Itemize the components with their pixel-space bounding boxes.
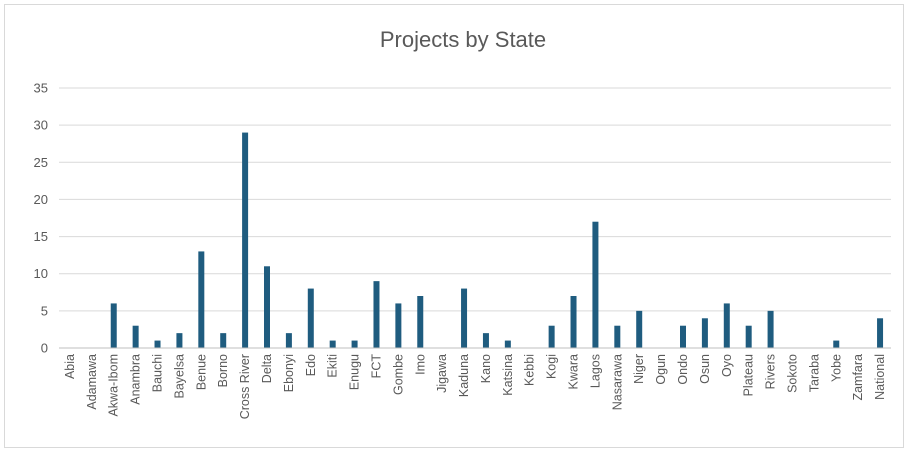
x-tick-label: Delta <box>260 354 274 383</box>
x-tick-label: National <box>873 354 887 400</box>
bar-imo <box>417 296 424 348</box>
x-tick-label: Anambra <box>129 354 143 405</box>
x-tick-label: Nasarawa <box>610 354 624 410</box>
x-tick-label: Adamawa <box>85 354 99 410</box>
bar-kogi <box>548 325 555 348</box>
x-tick-label: Ondo <box>676 354 690 385</box>
x-tick-label: Bauchi <box>151 354 165 392</box>
x-tick-label: Cross River <box>238 354 252 419</box>
bar-edo <box>307 288 314 348</box>
bar-osun <box>701 318 708 348</box>
bar-ondo <box>680 325 686 348</box>
x-axis-ticks: Abia Adamawa Akwa-Ibom Anambra Bauchi Bayelsa… <box>63 354 887 420</box>
y-tick-label: 25 <box>34 155 48 170</box>
x-tick-label: Akwa-Ibom <box>107 354 121 417</box>
bar-anambra <box>132 325 139 348</box>
x-tick-label: Plateau <box>742 354 756 396</box>
x-tick-label: Niger <box>632 354 646 384</box>
x-tick-label: Kaduna <box>457 354 471 397</box>
x-tick-label: Yobe <box>829 354 843 382</box>
x-tick-label: Gombe <box>391 354 405 395</box>
bar-national <box>877 318 884 348</box>
bar-niger <box>636 310 643 348</box>
bar-fct <box>373 281 380 348</box>
x-tick-label: Imo <box>413 354 427 375</box>
bar-chart: Projects by State 0 5 10 15 20 25 30 35 Abia Ada… <box>34 27 891 420</box>
x-tick-label: Rivers <box>764 354 778 389</box>
bar-lagos <box>592 221 599 348</box>
x-tick-label: Abia <box>63 354 77 379</box>
x-tick-label: Kogi <box>545 354 559 379</box>
bar-benue <box>198 251 205 348</box>
bars <box>110 132 884 348</box>
y-tick-label: 0 <box>41 341 48 356</box>
y-tick-label: 15 <box>34 229 48 244</box>
x-tick-label: FCT <box>369 354 383 379</box>
y-tick-label: 10 <box>34 266 48 281</box>
x-tick-label: Ebonyi <box>282 354 296 392</box>
x-tick-label: Enugu <box>348 354 362 390</box>
x-tick-label: Kwara <box>567 354 581 389</box>
x-tick-label: Lagos <box>588 354 602 388</box>
bar-kaduna <box>461 288 468 348</box>
bar-enugu <box>351 340 358 348</box>
x-tick-label: Kebbi <box>523 354 537 386</box>
x-tick-label: Borno <box>216 354 230 387</box>
x-tick-label: Oyo <box>720 354 734 377</box>
gridlines <box>59 87 891 312</box>
y-axis-ticks: 0 5 10 15 20 25 30 35 <box>34 81 48 356</box>
x-tick-label: Jigawa <box>435 354 449 393</box>
bar-cross-river <box>242 132 249 348</box>
x-tick-label: Kano <box>479 354 493 383</box>
bar-plateau <box>745 325 752 348</box>
bar-bauchi <box>154 340 161 348</box>
bar-borno <box>220 333 227 348</box>
x-tick-label: Osun <box>698 354 712 384</box>
bar-katsina <box>504 340 511 348</box>
bar-kwara <box>570 296 577 348</box>
bar-ekiti <box>329 340 336 348</box>
chart-title: Projects by State <box>380 27 546 52</box>
y-tick-label: 5 <box>41 303 48 318</box>
y-tick-label: 20 <box>34 192 48 207</box>
bar-nasarawa <box>614 325 621 348</box>
x-tick-label: Katsina <box>501 354 515 396</box>
bar-ebonyi <box>285 333 292 348</box>
bar-delta <box>264 266 270 348</box>
x-tick-label: Edo <box>304 354 318 376</box>
chart-frame: Projects by State 0 5 10 15 20 25 30 35 Abia Ada… <box>4 4 904 448</box>
y-tick-label: 30 <box>34 118 48 133</box>
x-tick-label: Bayelsa <box>172 354 186 399</box>
x-tick-label: Benue <box>194 354 208 390</box>
x-tick-label: Ogun <box>654 354 668 385</box>
bar-yobe <box>833 340 840 348</box>
bar-akwa-ibom <box>110 303 117 348</box>
x-tick-label: Zamfara <box>851 354 865 401</box>
bar-oyo <box>723 303 730 348</box>
x-tick-label: Taraba <box>807 354 821 392</box>
x-tick-label: Ekiti <box>326 354 340 378</box>
y-tick-label: 35 <box>34 81 48 96</box>
x-tick-label: Sokoto <box>785 354 799 393</box>
bar-kano <box>482 333 489 348</box>
bar-rivers <box>767 310 774 348</box>
bar-gombe <box>395 303 402 348</box>
bar-bayelsa <box>176 333 183 348</box>
